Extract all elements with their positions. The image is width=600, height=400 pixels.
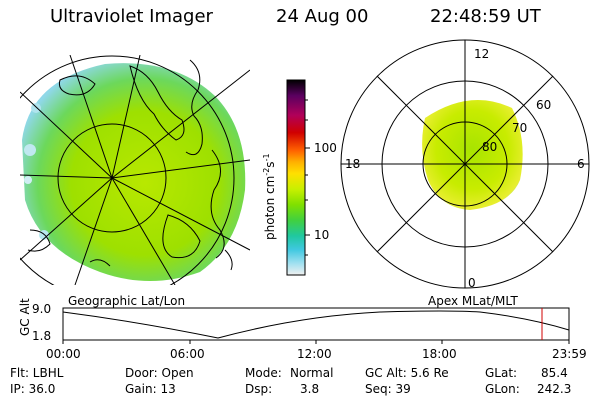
status-mode-value: Normal bbox=[290, 366, 334, 380]
lat-label-80: 80 bbox=[482, 140, 498, 154]
orbit-panel bbox=[62, 307, 570, 344]
mlt-label-18: 18 bbox=[345, 157, 361, 171]
x-tick-1200: 12:00 bbox=[297, 347, 332, 361]
x-tick-0000: 00:00 bbox=[46, 347, 81, 361]
status-ip: IP: 36.0 bbox=[10, 382, 56, 396]
polar-plot bbox=[340, 39, 590, 289]
instrument-title: Ultraviolet Imager bbox=[50, 6, 213, 27]
y-tick-9: 9.0 bbox=[32, 302, 52, 316]
status-mode-label: Mode: bbox=[245, 366, 282, 380]
apex-label: Apex MLat/MLT bbox=[428, 294, 518, 308]
colorbar-unit-label: photon cm-2s-1 bbox=[262, 153, 277, 240]
mlt-label-6: 6 bbox=[577, 157, 585, 171]
status-glon-label: GLon: bbox=[485, 382, 520, 396]
time-label: 22:48:59 UT bbox=[430, 6, 541, 27]
colorbar bbox=[286, 79, 306, 276]
status-door: Door: Open bbox=[125, 366, 194, 380]
gc-alt-axis-label: GC Alt bbox=[18, 298, 32, 336]
lat-label-60: 60 bbox=[536, 98, 552, 112]
geographic-label: Geographic Lat/Lon bbox=[68, 294, 186, 308]
status-glon-value: 242.3 bbox=[537, 382, 572, 396]
mlt-label-0: 0 bbox=[468, 276, 476, 290]
geographic-image bbox=[20, 55, 250, 285]
x-tick-2359: 23:59 bbox=[552, 347, 587, 361]
colorbar-tick-100: 100 bbox=[314, 141, 337, 155]
status-gain: Gain: 13 bbox=[125, 382, 176, 396]
x-tick-0600: 06:00 bbox=[170, 347, 205, 361]
lat-label-70: 70 bbox=[512, 121, 528, 135]
x-tick-1800: 18:00 bbox=[422, 347, 457, 361]
y-tick-1-8: 1.8 bbox=[32, 329, 52, 343]
status-glat-label: GLat: bbox=[485, 366, 518, 380]
status-dsp-value: 3.8 bbox=[300, 382, 320, 396]
colorbar-tick-10: 10 bbox=[314, 228, 330, 242]
mlt-label-12: 12 bbox=[474, 47, 490, 61]
status-glat-value: 85.4 bbox=[541, 366, 568, 380]
status-gc-alt: GC Alt: 5.6 Re bbox=[365, 366, 449, 380]
date-label: 24 Aug 00 bbox=[276, 6, 369, 27]
status-flt: Flt: LBHL bbox=[10, 366, 64, 380]
status-dsp-label: Dsp: bbox=[245, 382, 273, 396]
status-seq: Seq: 39 bbox=[365, 382, 411, 396]
